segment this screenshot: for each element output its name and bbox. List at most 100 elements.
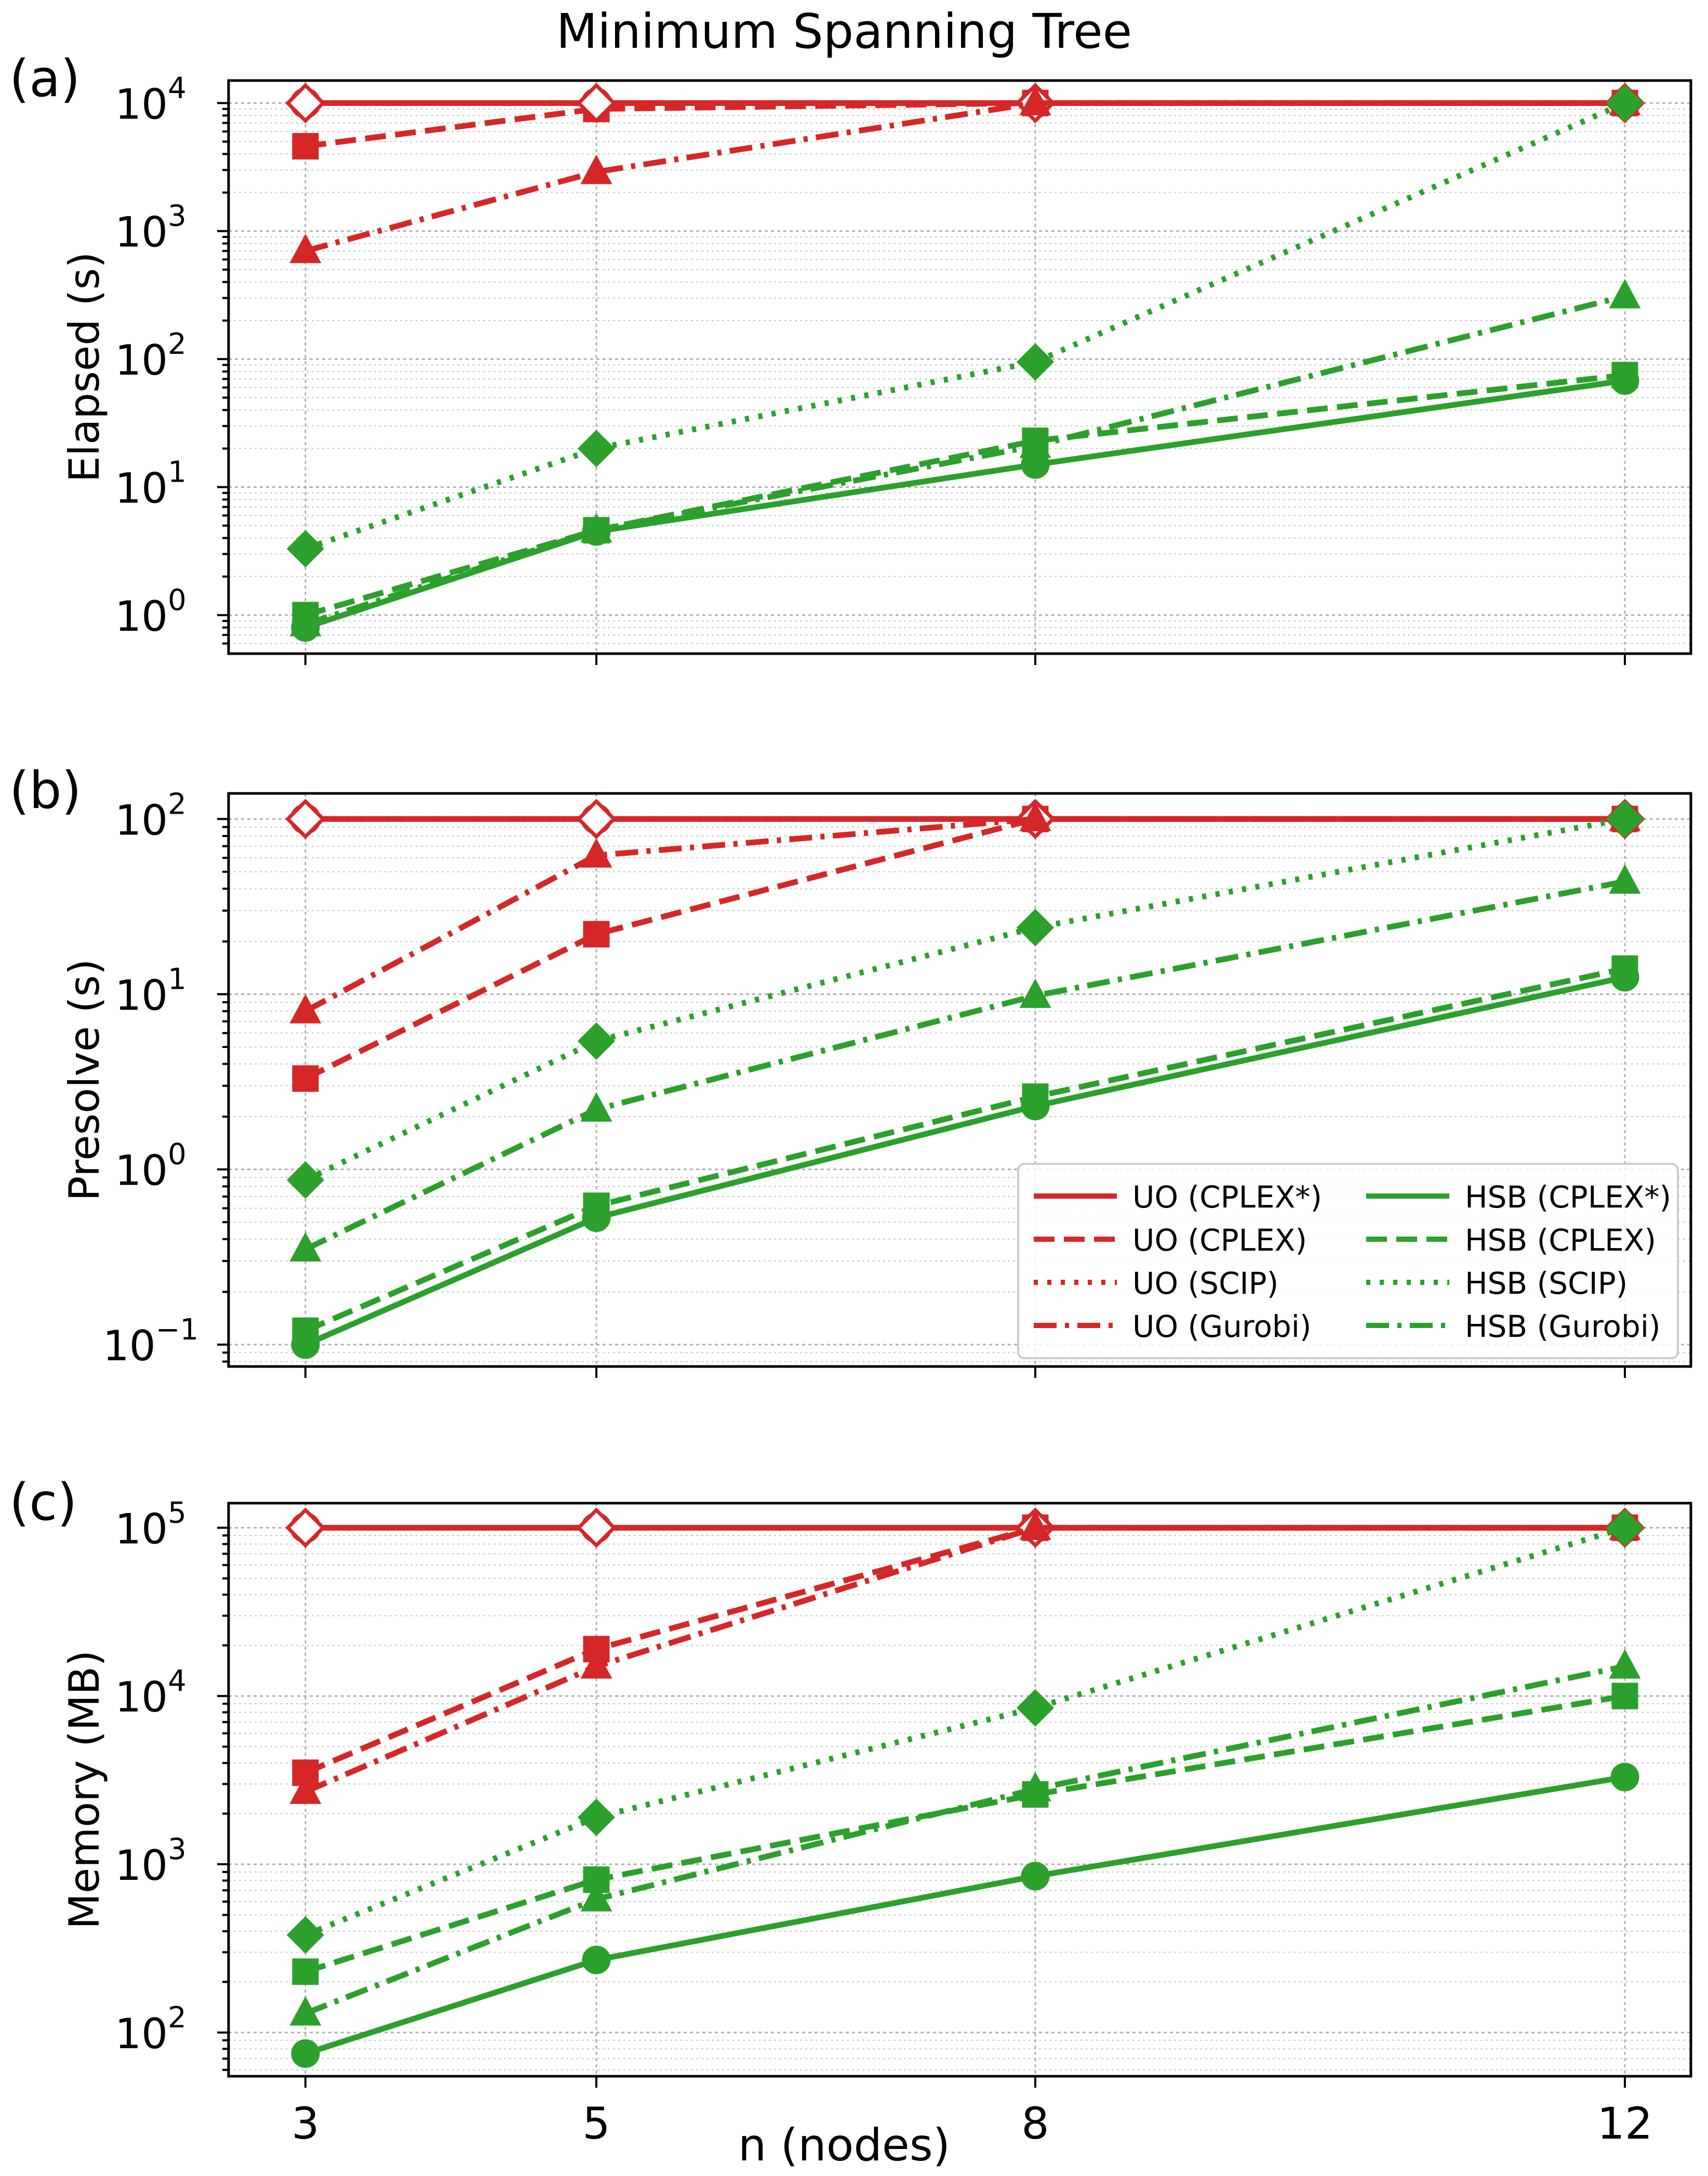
y-tick-exponent: 1 — [168, 962, 186, 996]
legend-item: UO (SCIP) — [1034, 1266, 1278, 1301]
series-uo-cplex- — [292, 805, 1638, 1092]
series-hsb-scip- — [286, 1509, 1644, 1954]
data-point — [1609, 278, 1641, 309]
series-line — [304, 100, 1626, 552]
data-point — [1019, 1772, 1051, 1801]
data-point — [576, 799, 617, 840]
data-point — [286, 529, 325, 568]
series-line — [304, 1663, 1626, 2016]
data-point — [582, 1945, 611, 1974]
data-point — [289, 993, 322, 1024]
y-tick-base: 10 — [115, 1505, 168, 1553]
data-point — [289, 233, 322, 263]
legend: UO (CPLEX*) HSB (CPLEX*) UO (CPLEX) HSB (CP… — [1017, 1163, 1679, 1359]
y-tick-base: 10 — [115, 796, 168, 844]
data-point — [577, 1798, 616, 1836]
legend-item: UO (CPLEX*) — [1034, 1179, 1322, 1215]
legend-item: HSB (CPLEX) — [1366, 1223, 1656, 1258]
panel-label: (a) — [9, 49, 81, 109]
y-tick-base: 10 — [115, 1147, 168, 1195]
data-point — [1609, 864, 1641, 894]
y-tick-exponent: 2 — [168, 787, 186, 821]
data-point — [1016, 343, 1055, 381]
series-line — [304, 974, 1626, 1347]
data-point — [1606, 84, 1644, 122]
y-tick-exponent: 2 — [168, 2001, 186, 2035]
data-point — [580, 838, 612, 868]
data-point — [289, 1232, 322, 1262]
y-tick-label: 100 — [115, 1138, 186, 1195]
legend-item: HSB (Gurobi) — [1366, 1309, 1661, 1344]
plot-frame — [227, 79, 1692, 655]
plot-frame — [227, 792, 1692, 1368]
data-point — [286, 1916, 325, 1954]
y-tick-label: 103 — [115, 1833, 186, 1890]
series-hsb-cplex- — [291, 366, 1639, 642]
y-axis-label: Elapsed (s) — [60, 252, 109, 483]
legend-item: UO (Gurobi) — [1034, 1309, 1312, 1344]
data-point — [1019, 428, 1051, 458]
data-point — [580, 154, 612, 184]
data-point — [1611, 955, 1638, 982]
y-tick-base: 10 — [115, 336, 168, 384]
series-line — [304, 965, 1626, 1334]
series-hsb-gurobi- — [289, 864, 1641, 1262]
series-uo-cplex- — [292, 1514, 1638, 1786]
y-tick-base: 10 — [115, 592, 168, 641]
series-line — [304, 1774, 1625, 2056]
y-axis-label: Presolve (s) — [60, 959, 109, 1201]
x-tick-label: 5 — [582, 2098, 610, 2149]
data-point — [292, 132, 319, 160]
y-tick-label: 102 — [115, 787, 186, 844]
x-tick-label: 12 — [1597, 2098, 1653, 2149]
data-point — [1610, 1762, 1639, 1792]
y-tick-exponent: 5 — [168, 1496, 186, 1530]
data-point — [292, 1065, 319, 1092]
series-line — [304, 377, 1625, 630]
data-point — [289, 1996, 322, 2026]
y-axis-label: Memory (MB) — [60, 1650, 109, 1929]
data-point — [1606, 1509, 1644, 1547]
series-line — [304, 100, 1625, 254]
legend-box — [1017, 1163, 1679, 1359]
y-tick-label: 103 — [115, 200, 186, 257]
data-point — [285, 799, 326, 840]
panel-label: (b) — [9, 761, 82, 820]
series-hsb-cplex- — [292, 955, 1638, 1344]
x-tick-label: 8 — [1021, 2098, 1049, 2149]
data-point — [1022, 1083, 1049, 1110]
y-tick-base: 10 — [103, 1322, 156, 1370]
series-hsb-cplex- — [292, 1682, 1638, 1985]
data-point — [1019, 86, 1051, 115]
legend-label: HSB (Gurobi) — [1465, 1309, 1661, 1344]
data-point — [292, 1958, 319, 1985]
series-line — [304, 1693, 1625, 1975]
data-point — [289, 607, 322, 636]
data-point — [1606, 800, 1644, 838]
y-tick-exponent: 3 — [168, 1833, 186, 1866]
data-point — [577, 430, 616, 468]
y-tick-exponent: 2 — [168, 327, 186, 361]
y-tick-label: 104 — [115, 71, 186, 128]
x-axis-label: n (nodes) — [738, 2119, 950, 2171]
y-tick-exponent: 4 — [168, 71, 186, 105]
y-tick-base: 10 — [115, 2010, 168, 2058]
y-tick-base: 10 — [115, 80, 168, 128]
y-tick-label: 101 — [115, 962, 186, 1019]
data-point — [576, 1507, 617, 1548]
data-point — [1019, 1510, 1051, 1540]
data-point — [580, 1882, 612, 1912]
legend-label: HSB (CPLEX*) — [1465, 1179, 1671, 1215]
x-tick-label: 3 — [291, 2098, 319, 2149]
y-tick-exponent: 4 — [168, 1664, 186, 1698]
data-point — [289, 1774, 322, 1804]
legend-label: UO (Gurobi) — [1132, 1309, 1312, 1344]
legend-label: HSB (CPLEX) — [1465, 1223, 1656, 1258]
data-point — [1021, 1862, 1050, 1891]
data-point — [577, 1022, 616, 1060]
legend-label: UO (CPLEX*) — [1132, 1179, 1322, 1215]
series-hsb-scip- — [286, 800, 1644, 1199]
